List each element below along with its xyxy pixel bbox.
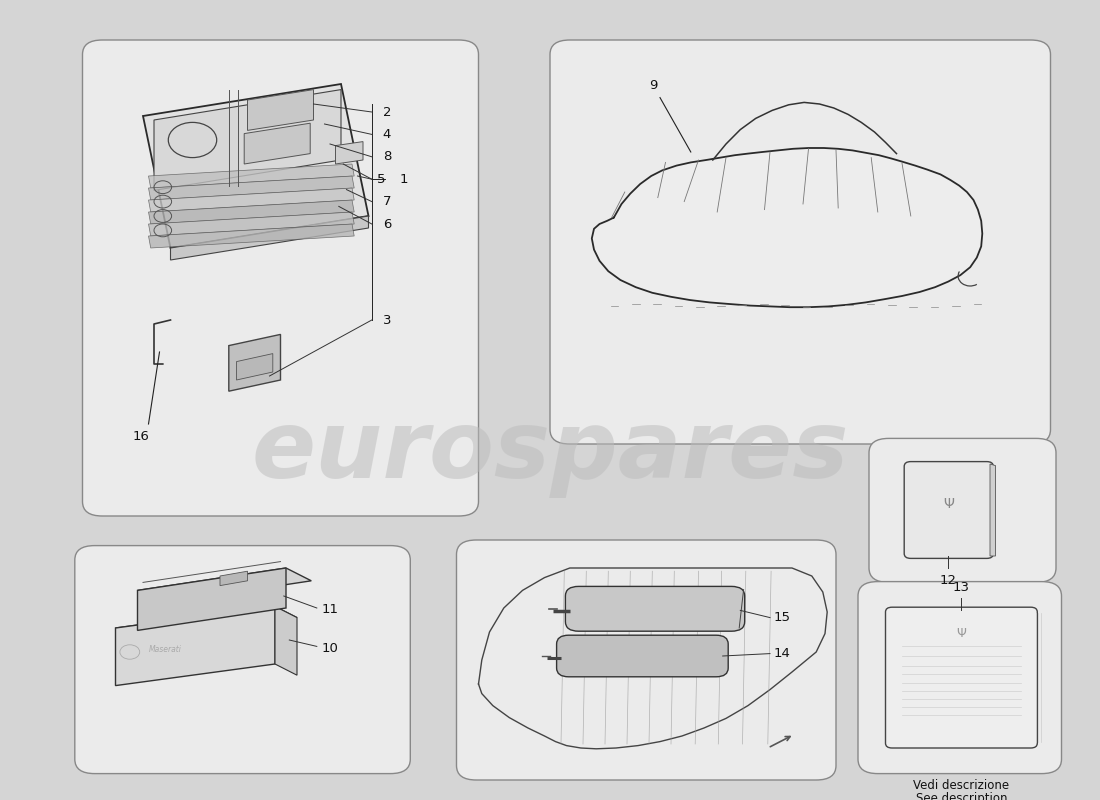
Polygon shape (138, 568, 311, 603)
Text: 14: 14 (773, 647, 790, 660)
Polygon shape (138, 568, 286, 630)
Text: eurospares: eurospares (251, 406, 849, 498)
Text: 4: 4 (383, 128, 392, 141)
Text: 3: 3 (383, 314, 392, 326)
Polygon shape (244, 123, 310, 164)
Polygon shape (170, 216, 368, 260)
Polygon shape (148, 212, 354, 236)
Polygon shape (148, 188, 354, 212)
Text: 1: 1 (399, 173, 408, 186)
FancyBboxPatch shape (886, 607, 1037, 748)
Polygon shape (248, 90, 314, 130)
FancyBboxPatch shape (557, 635, 728, 677)
Polygon shape (143, 84, 368, 248)
Text: 13: 13 (953, 581, 970, 594)
Polygon shape (116, 606, 275, 686)
FancyBboxPatch shape (82, 40, 478, 516)
Polygon shape (148, 200, 354, 224)
FancyBboxPatch shape (858, 582, 1062, 774)
Polygon shape (229, 334, 280, 391)
FancyBboxPatch shape (565, 586, 745, 631)
Text: Ψ: Ψ (943, 497, 954, 511)
Text: Vedi descrizione: Vedi descrizione (913, 779, 1010, 792)
Polygon shape (116, 606, 297, 639)
FancyBboxPatch shape (904, 462, 993, 558)
FancyBboxPatch shape (456, 540, 836, 780)
Text: 6: 6 (383, 218, 392, 230)
Text: Maserati: Maserati (148, 645, 182, 654)
Text: 10: 10 (321, 642, 338, 654)
FancyBboxPatch shape (550, 40, 1050, 444)
Polygon shape (148, 176, 354, 200)
Polygon shape (275, 606, 297, 675)
Text: Ψ: Ψ (957, 627, 966, 640)
Polygon shape (154, 90, 341, 190)
Text: 11: 11 (321, 603, 338, 616)
Polygon shape (336, 142, 363, 164)
FancyBboxPatch shape (869, 438, 1056, 582)
Text: 9: 9 (649, 79, 658, 92)
Polygon shape (148, 224, 354, 248)
Polygon shape (990, 464, 996, 556)
Text: 5: 5 (377, 173, 386, 186)
Polygon shape (592, 148, 982, 307)
Text: 12: 12 (939, 574, 957, 587)
Text: 15: 15 (773, 611, 790, 624)
Polygon shape (236, 354, 273, 380)
Polygon shape (148, 164, 354, 188)
FancyBboxPatch shape (75, 546, 410, 774)
Text: 16: 16 (132, 430, 150, 443)
Polygon shape (220, 571, 248, 586)
Text: 8: 8 (383, 150, 392, 163)
Text: See description: See description (915, 792, 1008, 800)
Text: 7: 7 (383, 195, 392, 208)
Text: 2: 2 (383, 106, 392, 118)
